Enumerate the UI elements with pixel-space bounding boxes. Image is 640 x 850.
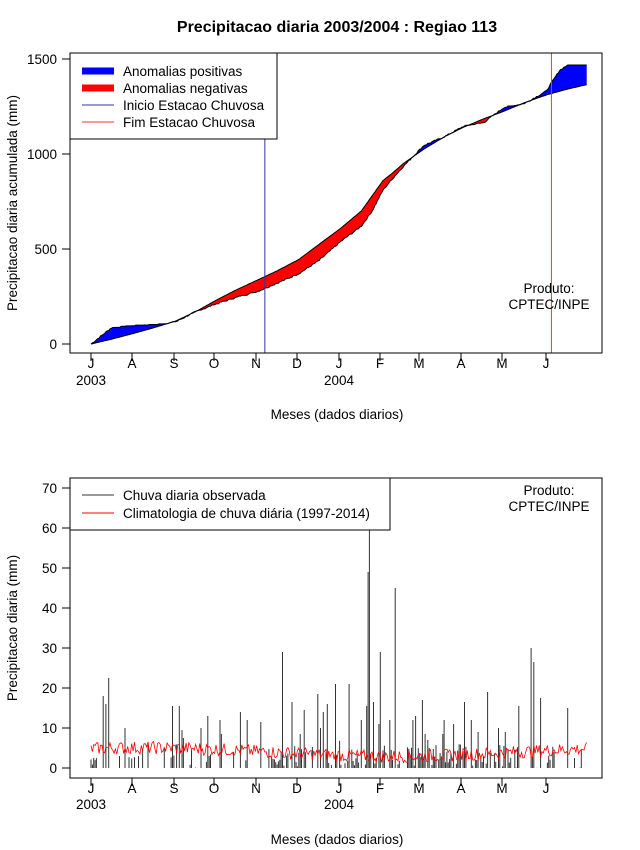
legend-positive-label: Anomalias positivas xyxy=(123,64,243,79)
bottom-panel: 0 10 20 30 40 50 60 70 Precipitacao diar… xyxy=(5,477,603,847)
bottom-year-label-2004: 2004 xyxy=(324,797,355,812)
top-year-label-2004: 2004 xyxy=(324,373,355,388)
bottom-y-tick-label: 60 xyxy=(42,521,57,536)
bottom-y-tick-label: 70 xyxy=(42,481,57,496)
top-month-label: J xyxy=(336,356,343,371)
top-legend: Anomalias positivas Anomalias negativas … xyxy=(69,52,278,140)
bottom-year-label-2003: 2003 xyxy=(76,797,106,812)
top-month-label: M xyxy=(413,356,424,371)
bottom-month-label: J xyxy=(336,781,343,796)
bottom-month-label: M xyxy=(413,781,424,796)
top-month-label: M xyxy=(496,356,507,371)
bottom-y-tick-label: 30 xyxy=(42,641,57,656)
top-y-tick-label: 0 xyxy=(49,337,57,352)
bottom-y-axis-label: Precipitacao diaria (mm) xyxy=(5,555,20,701)
bottom-month-label: S xyxy=(169,781,178,796)
bottom-x-axis-label: Meses (dados diarios) xyxy=(271,832,404,847)
bottom-legend-box xyxy=(69,477,391,531)
top-month-label: A xyxy=(127,356,136,371)
bottom-x-axis: J A S O N D J F M A M J 2003 2004 xyxy=(76,777,550,812)
bottom-month-label: O xyxy=(209,781,220,796)
bottom-month-label: A xyxy=(127,781,136,796)
top-month-label: A xyxy=(456,356,465,371)
bottom-legend: Chuva diaria observada Climatologia de c… xyxy=(69,477,391,531)
bottom-month-label: A xyxy=(456,781,465,796)
climatology-daily-line xyxy=(90,740,588,764)
top-month-label: F xyxy=(376,356,384,371)
bottom-month-label: N xyxy=(251,781,261,796)
climatology-cumulative-line xyxy=(90,84,587,345)
bottom-y-tick-label: 40 xyxy=(42,601,57,616)
top-product-name: CPTEC/INPE xyxy=(508,297,589,312)
legend-climatology-label: Climatologia de chuva diária (1997-2014) xyxy=(123,506,370,521)
bottom-product-label: Produto: xyxy=(523,483,574,498)
top-month-label: O xyxy=(209,356,220,371)
observed-daily-bars xyxy=(90,526,582,768)
top-month-label: J xyxy=(88,356,95,371)
bottom-y-tick-label: 20 xyxy=(42,681,57,696)
bottom-month-label: J xyxy=(88,781,95,796)
top-y-axis: 0 500 1000 1500 xyxy=(27,52,71,352)
bottom-y-axis: 0 10 20 30 40 50 60 70 xyxy=(42,481,71,776)
top-month-label: D xyxy=(292,356,302,371)
bottom-product-name: CPTEC/INPE xyxy=(508,499,589,514)
bottom-y-tick-label: 10 xyxy=(42,721,57,736)
bottom-month-label: D xyxy=(292,781,302,796)
top-y-axis-label: Precipitacao diaria acumulada (mm) xyxy=(5,95,20,311)
top-month-label: N xyxy=(251,356,261,371)
top-product-label: Produto: xyxy=(523,281,574,296)
legend-negative-label: Anomalias negativas xyxy=(123,81,248,96)
top-panel: 0 500 1000 1500 Precipitacao diaria acum… xyxy=(5,52,603,422)
bottom-month-label: J xyxy=(543,781,550,796)
top-legend-box xyxy=(69,52,278,140)
bottom-y-tick-label: 0 xyxy=(49,761,57,776)
bottom-month-label: F xyxy=(376,781,384,796)
top-x-axis-label: Meses (dados diarios) xyxy=(271,407,404,422)
legend-observed-label: Chuva diaria observada xyxy=(123,488,266,503)
bottom-y-tick-label: 50 xyxy=(42,561,57,576)
top-y-tick-label: 500 xyxy=(34,242,57,257)
chart-title: Precipitacao diaria 2003/2004 : Regiao 1… xyxy=(177,19,497,36)
top-year-label-2003: 2003 xyxy=(76,373,106,388)
top-month-label: S xyxy=(169,356,178,371)
legend-end-label: Fim Estacao Chuvosa xyxy=(123,115,256,130)
top-y-tick-label: 1500 xyxy=(27,52,57,67)
bottom-month-label: M xyxy=(496,781,507,796)
legend-start-label: Inicio Estacao Chuvosa xyxy=(123,98,265,113)
top-month-label: J xyxy=(543,356,550,371)
top-y-tick-label: 1000 xyxy=(27,147,57,162)
top-x-axis: J A S O N D J F M A M J 2003 2004 xyxy=(76,352,550,388)
